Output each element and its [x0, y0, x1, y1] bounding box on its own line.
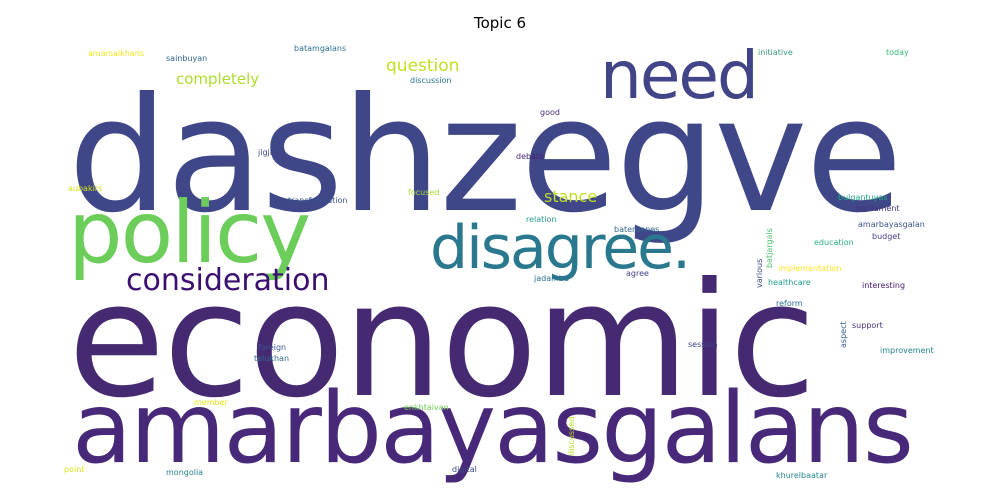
- word-various: various: [755, 259, 764, 288]
- word-discussion: discussion: [410, 76, 451, 85]
- word-baterdenes: baterdenes: [614, 225, 659, 234]
- word-khurelbaatar: khurelbaatar: [776, 471, 828, 480]
- word-point: point: [64, 465, 84, 474]
- word-need: need: [600, 37, 757, 114]
- word-policy: policy: [68, 183, 309, 283]
- word-enkhtaivan: enkhtaivan: [404, 403, 449, 412]
- word-improvement: improvement: [880, 346, 934, 355]
- word-debate: debate: [516, 152, 544, 161]
- word-discussed: discussed: [567, 417, 576, 456]
- word-transformation: transformation: [288, 196, 347, 205]
- word-member: member: [194, 398, 229, 407]
- word-disagree: disagree.: [430, 213, 689, 283]
- word-economic: economic: [68, 249, 814, 433]
- word-education: education: [814, 238, 854, 247]
- word-interesting: interesting: [862, 281, 905, 290]
- word-telukhan: telukhan: [254, 354, 289, 363]
- word-sainbuyan: sainbuyan: [166, 54, 207, 63]
- word-jigjid: jigjid: [257, 148, 277, 157]
- word-implementation: implementation: [778, 264, 841, 273]
- word-question: question: [386, 56, 459, 76]
- word-aspect: aspect: [839, 321, 848, 348]
- chart-title: Topic 6: [473, 14, 527, 32]
- word-budget: budget: [872, 232, 900, 241]
- word-stance: stance: [544, 187, 597, 206]
- word-agree: agree: [626, 269, 649, 278]
- word-session: session: [688, 340, 718, 349]
- word-foreign: foreign: [258, 343, 286, 352]
- word-focused: focused: [408, 188, 439, 197]
- word-today: today: [886, 48, 909, 57]
- word-jadamba: jadamba: [533, 274, 569, 283]
- word-amarbayasgalan: amarbayasgalan: [858, 220, 925, 229]
- word-digital: digital: [452, 465, 477, 474]
- word-parliament: parliament: [856, 204, 900, 213]
- word-bulgantuyas: bulgantuyas: [838, 193, 887, 202]
- word-dashzegve: dashzegve: [68, 64, 901, 248]
- word-consideration: consideration: [126, 263, 330, 298]
- word-good: good: [540, 108, 560, 117]
- word-batjargals: batjargals: [765, 228, 774, 268]
- word-completely: completely: [176, 70, 259, 88]
- word-mongolia: mongolia: [166, 468, 203, 477]
- word-batamgalans: batamgalans: [294, 44, 346, 53]
- word-aubakirs: aubakirs: [68, 184, 102, 193]
- word-reform: reform: [776, 299, 803, 308]
- word-amarbayasgalans: amarbayasgalans: [72, 372, 912, 486]
- word-relation: relation: [526, 215, 556, 224]
- word-amarsaikhans: amarsaikhans: [88, 49, 144, 58]
- word-healthcare: healthcare: [768, 278, 811, 287]
- word-initiative: initiative: [758, 48, 793, 57]
- word-support: support: [852, 321, 883, 330]
